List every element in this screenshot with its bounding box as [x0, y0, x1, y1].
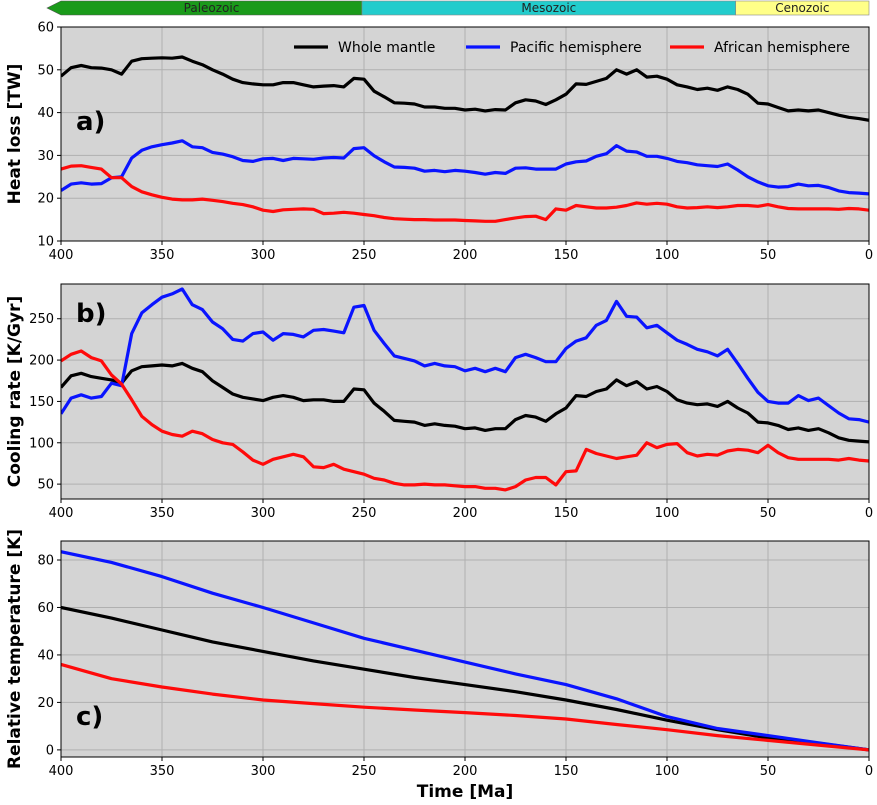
y-tick-label: 50	[37, 63, 54, 78]
era-label: Paleozoic	[184, 1, 240, 15]
panel-label: c)	[76, 702, 103, 732]
series-line-african	[61, 349, 869, 492]
x-tick-label: 150	[554, 506, 579, 521]
x-tick-label: 350	[150, 248, 175, 263]
x-tick-label: 150	[554, 764, 579, 779]
y-tick-label: 80	[37, 553, 54, 568]
y-tick-label: 20	[37, 696, 54, 711]
y-tick-label: 30	[37, 149, 54, 164]
series-line-pacific	[61, 139, 869, 196]
y-tick-label: 10	[37, 235, 54, 250]
x-tick-label: 0	[865, 764, 873, 779]
x-tick-label: 400	[49, 506, 74, 521]
series-line-pacific	[61, 287, 869, 424]
y-tick-label: 50	[37, 478, 54, 493]
x-tick-label: 300	[251, 764, 276, 779]
y-tick-label: 200	[29, 354, 54, 369]
y-axis-label: Relative temperature [K]	[5, 529, 25, 769]
x-tick-label: 50	[760, 764, 777, 779]
y-tick-label: 100	[29, 436, 54, 451]
x-tick-label: 250	[352, 248, 377, 263]
y-tick-label: 60	[37, 21, 54, 36]
series-line-african	[61, 662, 869, 752]
x-tick-label: 250	[352, 764, 377, 779]
legend: Whole mantle Pacific hemisphere African he…	[294, 40, 850, 56]
y-tick-label: 20	[37, 192, 54, 207]
x-tick-label: 150	[554, 248, 579, 263]
series-line-whole	[61, 55, 869, 122]
y-axis-label: Heat loss [TW]	[5, 64, 25, 205]
panel-label: a)	[76, 107, 105, 137]
series-line-whole	[61, 361, 869, 444]
y-tick-label: 40	[37, 648, 54, 663]
legend-entry-pacific: Pacific hemisphere	[510, 40, 642, 56]
legend-entry-african: African hemisphere	[714, 40, 850, 56]
x-tick-label: 100	[655, 764, 680, 779]
y-tick-label: 150	[29, 395, 54, 410]
x-tick-label: 350	[150, 506, 175, 521]
chart-panels: 400 350 300 250 200 150 100 50 0102030405060Heat…	[5, 21, 873, 780]
era-paleozoic: Paleozoic	[46, 0, 363, 16]
era-cenozoic: Cenozoic	[735, 0, 870, 16]
panel-a: 400 350 300 250 200 150 100 50 0 10 20 30 40 50 60 Heat…	[5, 21, 873, 264]
era-label: Mesozoic	[521, 1, 576, 15]
x-tick-label: 200	[453, 506, 478, 521]
y-tick-label: 250	[29, 312, 54, 327]
y-tick-label: 0	[46, 743, 54, 758]
legend-entry-whole: Whole mantle	[338, 40, 435, 56]
x-tick-label: 350	[150, 764, 175, 779]
y-axis-label: Cooling rate [K/Gyr]	[5, 296, 25, 487]
era-band-cenozoic	[735, 0, 870, 16]
series-line-african	[61, 164, 869, 223]
x-tick-label: 100	[655, 248, 680, 263]
era-label: Cenozoic	[775, 1, 829, 15]
x-tick-label: 300	[251, 506, 276, 521]
x-tick-label: 250	[352, 506, 377, 521]
x-tick-label: 0	[865, 248, 873, 263]
x-tick-label: 100	[655, 506, 680, 521]
panel-label: b)	[76, 299, 107, 329]
x-axis-label: Time [Ma]	[417, 782, 514, 802]
x-tick-label: 0	[865, 506, 873, 521]
x-tick-label: 50	[760, 506, 777, 521]
y-tick-label: 60	[37, 601, 54, 616]
x-tick-label: 200	[453, 248, 478, 263]
geologic-era-bar: Paleozoic Mesozoic Cenozoic	[46, 0, 870, 16]
x-tick-label: 400	[49, 248, 74, 263]
y-tick-label: 40	[37, 106, 54, 121]
x-tick-label: 400	[49, 764, 74, 779]
panel-c: 400 350 300 250 200 150 100 50 0 0 20 40 60 80 Relativ…	[5, 529, 873, 779]
x-tick-label: 50	[760, 248, 777, 263]
x-tick-label: 200	[453, 764, 478, 779]
panel-b: 400 350 300 250 200 150 100 50 0 50 100 150 200 250 Co…	[5, 283, 873, 521]
era-mesozoic: Mesozoic	[361, 0, 736, 16]
series-line-pacific	[61, 550, 869, 752]
x-tick-label: 300	[251, 248, 276, 263]
